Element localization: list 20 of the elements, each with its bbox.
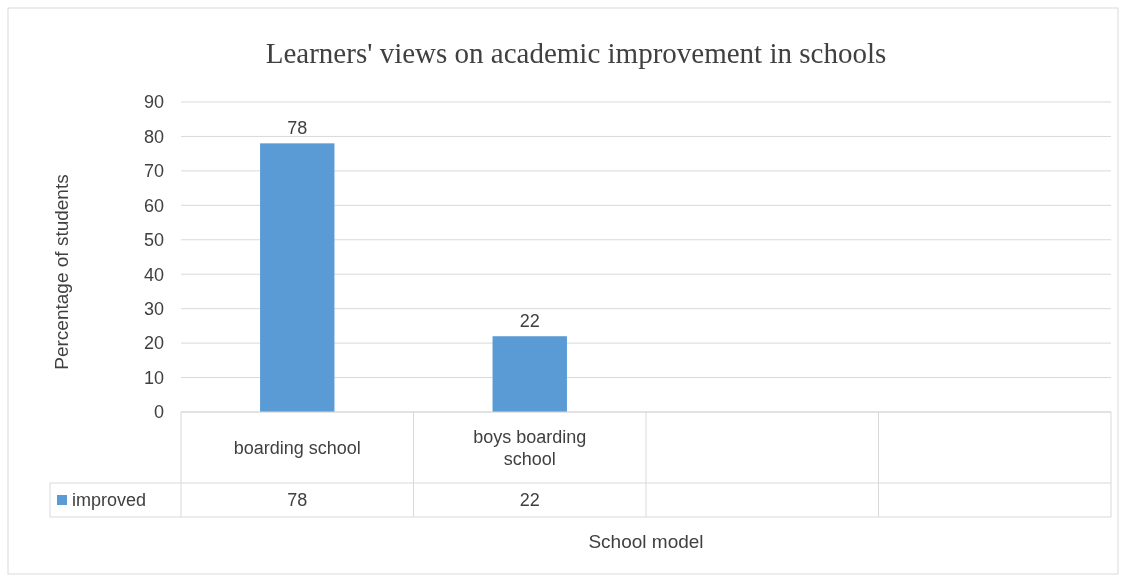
y-tick-label: 50 (143, 230, 164, 251)
y-tick-label: 90 (143, 92, 164, 113)
y-tick-label: 0 (153, 402, 164, 423)
y-tick-label: 40 (143, 264, 164, 285)
y-tick-label: 10 (143, 367, 164, 388)
x-tick-label: boarding school (233, 437, 361, 458)
y-tick-label: 70 (143, 161, 164, 182)
y-tick-label: 80 (143, 126, 164, 147)
y-tick-label: 20 (143, 333, 164, 354)
text: 78 (287, 490, 308, 511)
text: 22 (519, 490, 540, 511)
data-label: 22 (519, 311, 540, 332)
y-tick-label: 60 (143, 195, 164, 216)
y-axis-title: Percentage of students (51, 174, 72, 370)
chart-title: Learners' views on academic improvement in schools (265, 37, 887, 69)
y-tick-label: 30 (143, 298, 164, 319)
data-label: 78 (287, 118, 308, 139)
legend-label: improved (72, 490, 147, 511)
x-tick-label: boys boarding school (473, 426, 587, 469)
x-axis-title: School model (588, 531, 704, 552)
